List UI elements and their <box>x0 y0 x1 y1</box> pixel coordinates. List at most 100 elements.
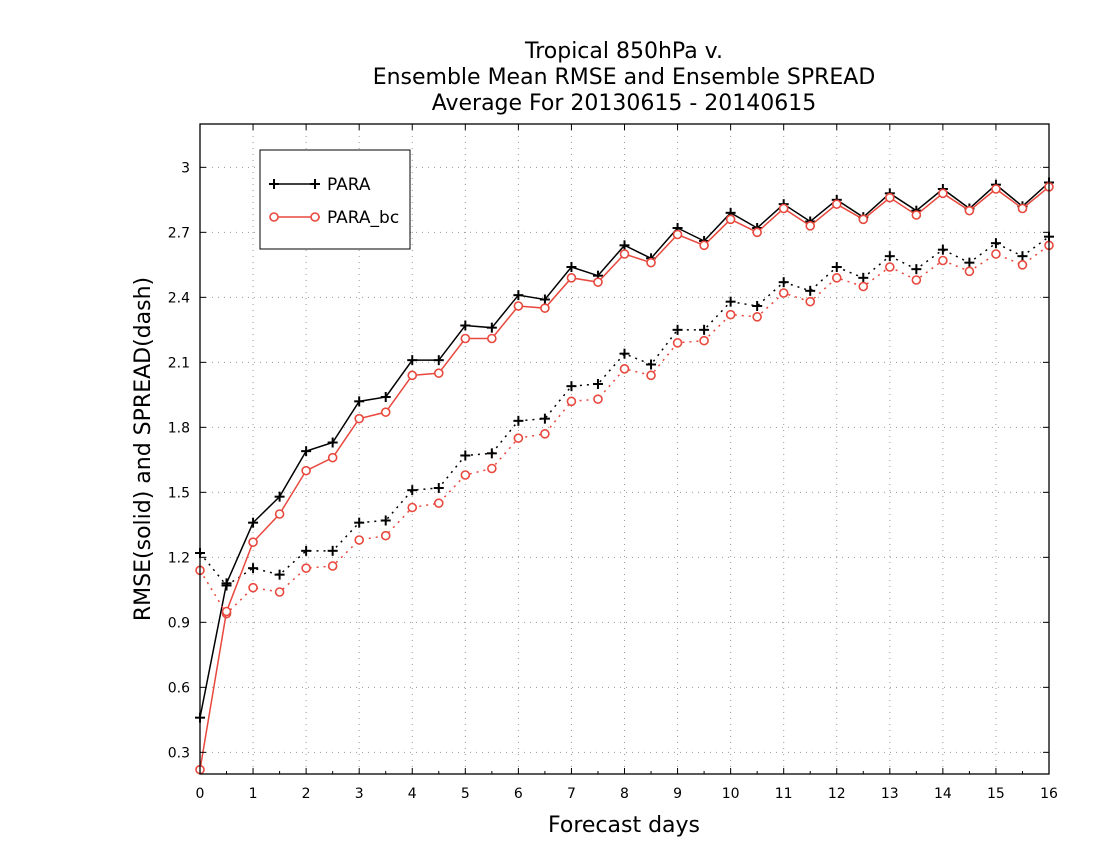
y-tick-label: 2.7 <box>168 225 190 241</box>
rmse-point <box>831 199 842 209</box>
spread-point <box>725 296 736 307</box>
spread-point <box>858 281 869 292</box>
x-tick-label: 6 <box>514 786 523 802</box>
spread-point <box>540 429 550 439</box>
legend-marker-end <box>310 179 320 189</box>
rmse-point <box>274 491 285 502</box>
rmse-point <box>354 396 365 407</box>
rmse-point <box>327 452 338 463</box>
spread-point <box>327 561 338 571</box>
spread-point <box>778 277 789 288</box>
rmse-point <box>619 240 630 251</box>
x-tick-label: 2 <box>302 786 311 802</box>
x-tick-label: 12 <box>828 786 846 802</box>
y-tick-label: 3 <box>181 160 190 176</box>
rmse-point <box>752 227 762 238</box>
rmse-point <box>725 214 736 225</box>
rmse-point <box>540 303 550 313</box>
spread-point <box>380 515 391 526</box>
spread-point <box>486 448 497 459</box>
rmse-point <box>938 188 948 199</box>
x-tick-label: 9 <box>673 786 682 802</box>
x-tick-label: 11 <box>775 786 793 802</box>
spread-point <box>1017 260 1028 270</box>
spread-point <box>911 264 922 275</box>
legend-label: PARA_bc <box>327 208 399 228</box>
spread-point <box>778 288 789 298</box>
rmse-point <box>566 262 577 272</box>
rmse-point <box>460 333 471 344</box>
spread-point <box>858 272 869 283</box>
spread-point <box>433 483 444 493</box>
rmse-point <box>433 368 444 378</box>
spread-point <box>619 364 630 374</box>
spread-point <box>354 517 365 528</box>
legend-label: PARA <box>327 175 371 195</box>
x-tick-label: 8 <box>620 786 629 802</box>
legend-marker-end <box>310 212 320 222</box>
spread-point <box>274 587 285 597</box>
spread-point <box>937 244 948 255</box>
spread-point <box>566 381 577 392</box>
spread-point <box>991 249 1001 259</box>
rmse-point <box>911 210 922 220</box>
spread-point <box>990 238 1001 249</box>
spread-point <box>301 545 312 556</box>
spread-point <box>354 535 364 545</box>
spread-point <box>725 309 736 320</box>
rmse-point <box>301 446 312 457</box>
rmse-point <box>301 465 311 476</box>
spread-point <box>407 502 418 513</box>
x-tick-label: 7 <box>567 786 576 802</box>
legend: PARA PARA_bc <box>259 149 411 250</box>
y-tick-label: 1.5 <box>168 485 190 501</box>
legend-marker-start <box>269 179 279 189</box>
rmse-point <box>460 320 471 331</box>
spread-point <box>964 266 975 277</box>
x-tick-label: 4 <box>408 786 417 802</box>
spread-point <box>884 251 895 262</box>
series-para-bc <box>195 182 1054 775</box>
series-layer <box>195 177 1054 775</box>
rmse-point <box>407 355 418 366</box>
rmse-point <box>221 578 232 589</box>
rmse-point <box>354 413 364 424</box>
y-tick-label: 1.8 <box>168 420 190 436</box>
spread-point <box>911 275 922 285</box>
spread-point <box>407 485 418 496</box>
x-axis-label: Forecast days <box>548 813 700 838</box>
spread-point <box>672 324 683 335</box>
x-tick-label: 16 <box>1040 786 1058 802</box>
spread-point <box>938 255 948 266</box>
rmse-point <box>699 240 709 251</box>
spread-point <box>301 563 311 573</box>
spread-point <box>380 530 391 541</box>
rmse-point <box>964 205 975 216</box>
x-tick-label: 3 <box>355 786 364 802</box>
x-tick-label: 5 <box>461 786 470 802</box>
rmse-point <box>433 355 444 366</box>
y-tick-label: 1.2 <box>168 550 190 566</box>
spread-point <box>885 262 895 272</box>
spread-point <box>248 582 258 593</box>
rmse-point <box>327 437 338 448</box>
title-line-1: Tropical 850hPa v. <box>524 39 723 64</box>
rmse-point <box>221 606 232 617</box>
legend-box <box>259 149 411 250</box>
spread-point <box>646 370 656 381</box>
axis-ticks <box>199 124 1050 774</box>
legend-item: PARA <box>269 175 371 195</box>
spread-point <box>513 415 524 426</box>
spread-point <box>513 433 524 443</box>
spread-point <box>619 348 630 359</box>
legend-item: PARA_bc <box>269 208 399 228</box>
rmse-point <box>248 517 259 528</box>
spread-point <box>1017 251 1028 262</box>
spread-point <box>699 335 709 346</box>
spread-point <box>805 296 816 307</box>
spread-point <box>672 338 683 348</box>
rmse-point <box>778 203 789 214</box>
rmse-point <box>566 273 577 283</box>
